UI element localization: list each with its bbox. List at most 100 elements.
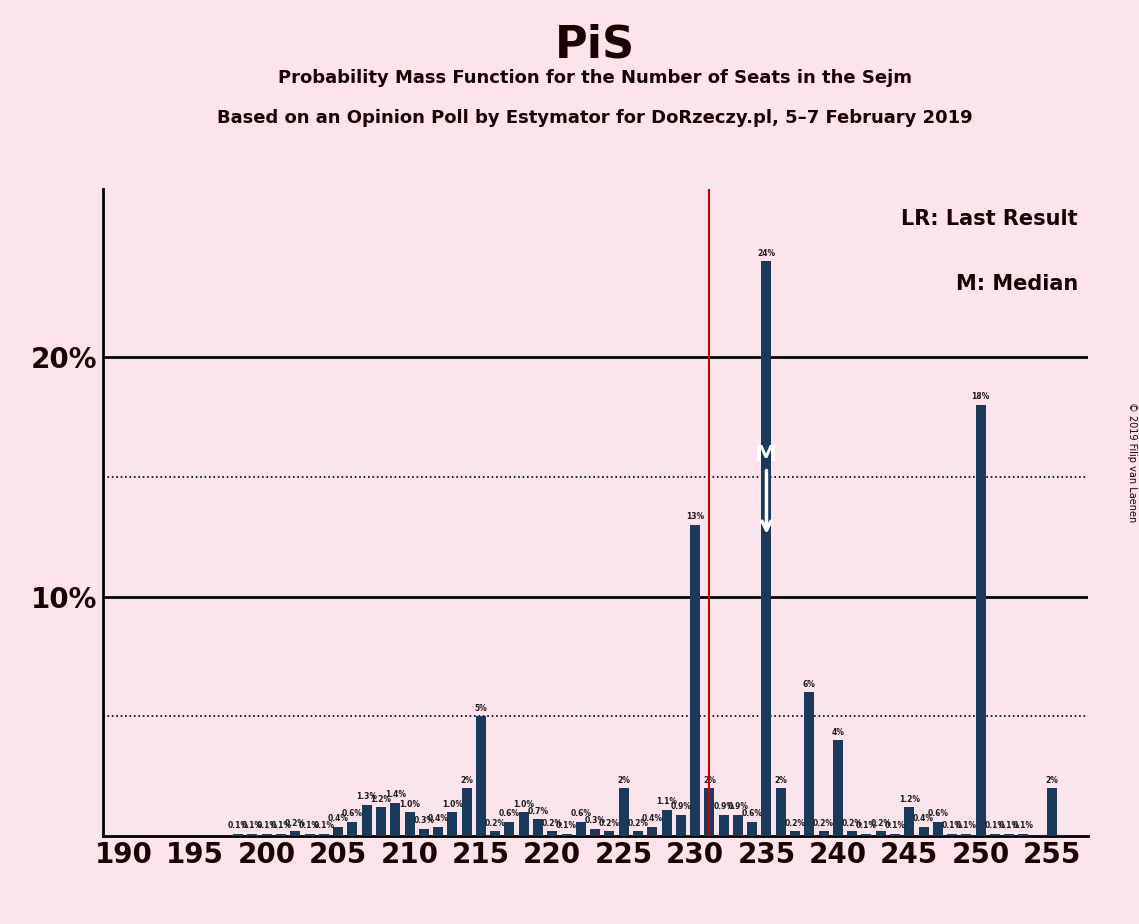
Bar: [1005, 833, 1014, 836]
Bar: [433, 827, 443, 836]
Text: 1.2%: 1.2%: [370, 795, 392, 804]
Bar: [633, 832, 642, 836]
Text: 1.1%: 1.1%: [656, 797, 677, 807]
Bar: [247, 833, 257, 836]
Bar: [461, 788, 472, 836]
Bar: [747, 821, 757, 836]
Text: 0.1%: 0.1%: [855, 821, 877, 831]
Text: 0.1%: 0.1%: [984, 821, 1006, 831]
Bar: [376, 808, 386, 836]
Text: LR: Last Result: LR: Last Result: [901, 209, 1077, 229]
Text: 0.2%: 0.2%: [628, 819, 648, 828]
Bar: [505, 821, 515, 836]
Bar: [804, 692, 814, 836]
Text: 0.4%: 0.4%: [427, 814, 449, 823]
Bar: [362, 805, 371, 836]
Bar: [918, 827, 928, 836]
Text: 0.1%: 0.1%: [300, 821, 320, 831]
Text: 0.9%: 0.9%: [713, 802, 735, 811]
Bar: [533, 820, 543, 836]
Bar: [233, 833, 243, 836]
Text: 0.1%: 0.1%: [956, 821, 977, 831]
Text: 0.6%: 0.6%: [571, 809, 591, 819]
Text: 0.6%: 0.6%: [741, 809, 763, 819]
Bar: [990, 833, 1000, 836]
Bar: [976, 405, 985, 836]
Bar: [347, 821, 358, 836]
Bar: [419, 829, 428, 836]
Bar: [890, 833, 900, 836]
Bar: [690, 525, 700, 836]
Text: 0.2%: 0.2%: [842, 819, 862, 828]
Text: 1.2%: 1.2%: [899, 795, 920, 804]
Bar: [304, 833, 314, 836]
Text: 0.4%: 0.4%: [641, 814, 663, 823]
Bar: [404, 812, 415, 836]
Bar: [548, 832, 557, 836]
Bar: [776, 788, 786, 836]
Bar: [333, 827, 343, 836]
Bar: [719, 815, 729, 836]
Bar: [762, 261, 771, 836]
Text: © 2019 Filip van Laenen: © 2019 Filip van Laenen: [1126, 402, 1137, 522]
Bar: [675, 815, 686, 836]
Text: 2%: 2%: [617, 776, 630, 784]
Bar: [704, 788, 714, 836]
Bar: [790, 832, 800, 836]
Bar: [1047, 788, 1057, 836]
Bar: [732, 815, 743, 836]
Text: 24%: 24%: [757, 249, 776, 258]
Bar: [605, 832, 614, 836]
Bar: [904, 808, 915, 836]
Text: 0.1%: 0.1%: [885, 821, 906, 831]
Bar: [562, 833, 572, 836]
Bar: [618, 788, 629, 836]
Text: 0.4%: 0.4%: [913, 814, 934, 823]
Bar: [448, 812, 458, 836]
Text: 0.2%: 0.2%: [813, 819, 834, 828]
Text: 1.0%: 1.0%: [514, 799, 534, 808]
Text: 2%: 2%: [1046, 776, 1058, 784]
Text: 0.2%: 0.2%: [785, 819, 805, 828]
Text: 0.4%: 0.4%: [328, 814, 349, 823]
Text: 0.2%: 0.2%: [599, 819, 620, 828]
Text: 0.1%: 0.1%: [241, 821, 263, 831]
Text: 5%: 5%: [475, 704, 487, 712]
Text: 0.2%: 0.2%: [542, 819, 563, 828]
Text: 0.3%: 0.3%: [413, 817, 434, 825]
Text: 2%: 2%: [703, 776, 715, 784]
Text: 0.1%: 0.1%: [942, 821, 962, 831]
Bar: [847, 832, 858, 836]
Text: 0.6%: 0.6%: [927, 809, 949, 819]
Bar: [276, 833, 286, 836]
Text: 4%: 4%: [831, 728, 844, 736]
Bar: [490, 832, 500, 836]
Text: 6%: 6%: [803, 680, 816, 689]
Text: 0.3%: 0.3%: [584, 817, 606, 825]
Text: 18%: 18%: [972, 393, 990, 401]
Text: 0.9%: 0.9%: [728, 802, 748, 811]
Bar: [948, 833, 957, 836]
Text: 0.1%: 0.1%: [270, 821, 292, 831]
Text: 2%: 2%: [775, 776, 787, 784]
Text: PiS: PiS: [555, 23, 636, 67]
Text: 0.7%: 0.7%: [527, 807, 549, 816]
Bar: [590, 829, 600, 836]
Text: 1.3%: 1.3%: [357, 793, 377, 801]
Text: 0.2%: 0.2%: [870, 819, 891, 828]
Text: 0.6%: 0.6%: [342, 809, 363, 819]
Text: 0.1%: 0.1%: [1013, 821, 1034, 831]
Bar: [319, 833, 329, 836]
Text: 0.1%: 0.1%: [556, 821, 577, 831]
Bar: [290, 832, 301, 836]
Bar: [876, 832, 886, 836]
Bar: [391, 803, 400, 836]
Text: Based on an Opinion Poll by Estymator for DoRzeczy.pl, 5–7 February 2019: Based on an Opinion Poll by Estymator fo…: [218, 109, 973, 127]
Bar: [861, 833, 871, 836]
Text: 0.1%: 0.1%: [313, 821, 335, 831]
Text: 0.1%: 0.1%: [228, 821, 248, 831]
Bar: [961, 833, 972, 836]
Text: M: M: [755, 445, 778, 530]
Bar: [819, 832, 828, 836]
Text: Probability Mass Function for the Number of Seats in the Sejm: Probability Mass Function for the Number…: [278, 69, 912, 87]
